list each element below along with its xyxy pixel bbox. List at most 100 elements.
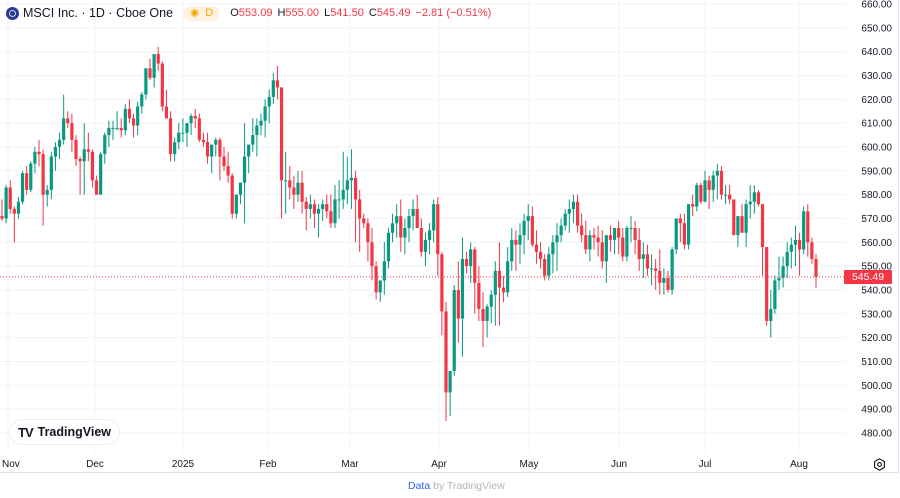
- candle-body: [518, 235, 522, 245]
- price-tick-label: 660.00: [861, 0, 892, 11]
- candle-body: [654, 268, 658, 271]
- candle-body: [78, 158, 82, 162]
- candle-body: [164, 106, 169, 119]
- candle-body: [193, 116, 197, 119]
- high-key: H: [277, 7, 286, 19]
- candle-body: [682, 223, 687, 245]
- close-value: 545.49: [376, 7, 411, 19]
- candle-body: [399, 216, 403, 238]
- change-value: −2.81 (−0.51%): [415, 7, 492, 19]
- last-price-label: 545.49: [844, 269, 892, 284]
- candle-body: [337, 199, 341, 201]
- time-tick-label: May: [520, 459, 539, 470]
- candle-body: [530, 216, 534, 245]
- candle-body: [82, 149, 86, 162]
- candle-body: [251, 135, 255, 145]
- candle-body: [333, 199, 337, 224]
- low-key: L: [324, 7, 331, 19]
- chart-frame[interactable]: [0, 0, 899, 473]
- candle-body: [288, 180, 292, 188]
- candle-body: [756, 192, 761, 205]
- candle-body: [637, 239, 641, 259]
- candle-body: [719, 170, 724, 195]
- candle-body: [526, 216, 530, 221]
- candle-body: [160, 63, 164, 107]
- candle-body: [501, 287, 506, 293]
- candle-body: [456, 289, 460, 319]
- candle-body: [341, 189, 345, 200]
- price-tick-label: 620.00: [861, 95, 892, 106]
- candle-body: [390, 223, 395, 233]
- candle-body: [86, 149, 90, 152]
- candle-body: [481, 309, 485, 321]
- candle-body: [752, 192, 756, 202]
- candle-body: [173, 142, 177, 155]
- ohlc-values: O553.09 H555.00 L541.50 C545.49 −2.81 (−…: [230, 7, 491, 19]
- candle-body: [181, 132, 185, 134]
- candle-body: [612, 228, 617, 240]
- candle-body: [793, 239, 798, 245]
- candle-body: [62, 118, 66, 140]
- candle-body: [674, 218, 678, 250]
- candle-body: [584, 235, 588, 250]
- price-tick-label: 640.00: [861, 47, 892, 58]
- candle-body: [316, 208, 321, 214]
- candle-body: [403, 228, 407, 238]
- candle-body: [604, 235, 608, 262]
- candle-body: [748, 201, 752, 205]
- candle-body: [99, 154, 103, 195]
- candle-body: [230, 175, 234, 214]
- candle-body: [366, 223, 370, 243]
- price-tick-label: 520.00: [861, 333, 892, 344]
- market-status-badge[interactable]: ✺ D: [183, 5, 221, 21]
- time-tick-label: Feb: [259, 459, 277, 470]
- candle-body: [678, 218, 682, 224]
- candle-body: [773, 280, 777, 310]
- symbol-title[interactable]: MSCI Inc. · 1D · Cboe One: [23, 6, 174, 20]
- candle-body: [789, 244, 793, 252]
- candle-body: [538, 251, 543, 259]
- candle-body: [284, 180, 288, 182]
- candle-body: [94, 180, 99, 195]
- candle-body: [625, 228, 629, 257]
- candle-body: [358, 199, 362, 219]
- candle-body: [666, 278, 670, 290]
- chart-settings-button[interactable]: [873, 458, 886, 471]
- candle-body: [29, 163, 33, 190]
- candle-body: [296, 182, 300, 195]
- candle-body: [144, 68, 148, 95]
- price-tick-label: 630.00: [861, 71, 892, 82]
- candle-body: [53, 146, 58, 157]
- candle-body: [575, 201, 580, 226]
- candle-body: [436, 204, 440, 255]
- candle-body: [600, 242, 604, 262]
- candle-body: [140, 94, 144, 107]
- candle-body: [33, 151, 37, 164]
- candle-body: [489, 294, 493, 307]
- candle-body: [658, 270, 662, 283]
- candle-body: [45, 189, 49, 195]
- candle-body: [103, 135, 107, 155]
- candle-body: [744, 204, 748, 233]
- candle-body: [580, 225, 584, 236]
- candle-body: [90, 151, 95, 181]
- candle-body: [70, 123, 74, 140]
- candle-body: [12, 208, 16, 214]
- time-tick-label: 2025: [172, 459, 195, 470]
- candle-body: [222, 156, 226, 167]
- candle-body: [464, 258, 469, 267]
- gear-icon: [874, 458, 885, 471]
- candle-body: [415, 208, 419, 229]
- candlestick-chart[interactable]: 660.00 650.00 640.00 630.00 620.00 610.00 600.…: [0, 0, 900, 473]
- price-tick-label: 490.00: [861, 405, 892, 416]
- candle-body: [205, 142, 210, 157]
- candle-body: [419, 228, 423, 252]
- data-link[interactable]: Data: [408, 480, 431, 492]
- candle-body: [485, 306, 489, 321]
- candle-body: [736, 216, 740, 236]
- candle-body: [395, 216, 399, 224]
- candle-body: [107, 127, 111, 136]
- candle-body: [131, 118, 136, 126]
- tradingview-logo[interactable]: TV TradingView: [10, 420, 120, 444]
- candle-body: [551, 242, 555, 255]
